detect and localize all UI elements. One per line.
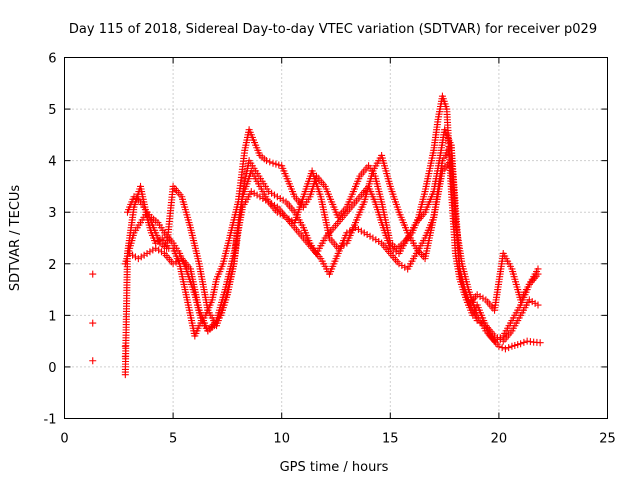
data-point — [143, 249, 151, 257]
data-point — [476, 292, 484, 300]
data-point — [270, 191, 278, 199]
y-tick-label: 4 — [48, 155, 56, 170]
data-point — [354, 225, 362, 233]
data-point — [514, 341, 522, 349]
y-tick-label: 2 — [48, 258, 56, 273]
y-tick-label: 5 — [48, 103, 56, 118]
data-point — [473, 291, 481, 299]
data-point — [259, 194, 267, 202]
data-point — [366, 232, 374, 240]
data-point — [250, 189, 258, 197]
x-tick-label: 20 — [491, 432, 508, 447]
data-point — [495, 342, 503, 350]
y-tick-label: 3 — [48, 206, 56, 221]
data-point — [266, 158, 274, 166]
data-points — [89, 92, 544, 379]
data-point — [395, 260, 403, 268]
data-point — [140, 251, 148, 259]
data-point — [473, 317, 481, 325]
data-point — [89, 357, 97, 365]
data-point — [372, 236, 380, 244]
y-tick-label: 6 — [48, 52, 56, 67]
data-point — [275, 161, 283, 169]
data-point — [270, 201, 278, 209]
data-point — [534, 270, 542, 278]
data-point — [346, 227, 354, 235]
data-point — [398, 262, 406, 270]
data-point — [262, 196, 270, 204]
data-point — [476, 318, 484, 326]
data-point — [137, 253, 145, 261]
data-point — [501, 345, 509, 353]
y-tick-label: 1 — [48, 309, 56, 324]
data-point — [158, 248, 166, 256]
data-point — [363, 231, 371, 239]
data-point — [534, 301, 542, 309]
grid-lines — [64, 57, 608, 419]
x-tick-label: 10 — [273, 432, 290, 447]
axis-ticks — [64, 57, 608, 419]
data-point — [268, 200, 276, 208]
data-point — [528, 298, 536, 306]
y-tick-label: -1 — [44, 413, 57, 428]
x-tick-label: 25 — [599, 432, 616, 447]
x-tick-label: 15 — [382, 432, 399, 447]
data-point — [511, 341, 519, 349]
data-point — [375, 237, 383, 245]
data-point — [505, 344, 513, 352]
data-point — [89, 319, 97, 327]
data-point — [268, 189, 276, 197]
plot-frame — [64, 57, 608, 419]
data-point — [479, 294, 487, 302]
data-point — [517, 340, 525, 348]
data-point — [126, 249, 134, 257]
data-point — [479, 320, 487, 328]
data-point — [247, 188, 255, 196]
x-tick-label: 5 — [169, 432, 177, 447]
chart-title: Day 115 of 2018, Sidereal Day-to-day VTE… — [69, 22, 597, 37]
data-point — [129, 251, 137, 259]
data-point — [343, 229, 351, 237]
data-point — [520, 338, 528, 346]
data-point — [155, 246, 163, 254]
data-point — [279, 196, 287, 204]
data-point — [357, 227, 365, 235]
data-point — [172, 258, 180, 266]
data-point — [360, 229, 368, 237]
data-point — [253, 191, 261, 199]
data-point — [531, 299, 539, 307]
data-point — [491, 332, 499, 340]
data-point — [392, 248, 400, 256]
data-point — [152, 244, 160, 252]
data-point — [401, 263, 409, 271]
data-point — [262, 157, 270, 165]
data-point — [352, 224, 360, 232]
data-point — [369, 234, 377, 242]
data-point — [525, 296, 533, 304]
data-point — [265, 198, 273, 206]
x-tick-label: 0 — [60, 432, 68, 447]
data-point — [134, 255, 142, 263]
y-tick-labels: -1 0 1 2 3 4 5 6 — [44, 52, 57, 428]
y-tick-label: 0 — [48, 361, 56, 376]
data-point — [493, 334, 501, 342]
data-point — [89, 270, 97, 278]
data-point — [169, 260, 177, 268]
data-point — [508, 342, 516, 350]
x-axis-label: GPS time / hours — [280, 460, 389, 475]
y-axis-label: SDTVAR / TECUs — [8, 185, 23, 292]
x-tick-labels: 0 5 10 15 20 25 — [60, 432, 615, 447]
data-point — [498, 344, 506, 352]
data-point — [273, 193, 281, 201]
data-point — [272, 160, 280, 168]
data-point — [256, 193, 264, 201]
data-point — [146, 248, 154, 256]
data-point — [536, 339, 544, 347]
data-point — [276, 194, 284, 202]
data-point — [389, 246, 397, 254]
data-point — [269, 159, 277, 167]
